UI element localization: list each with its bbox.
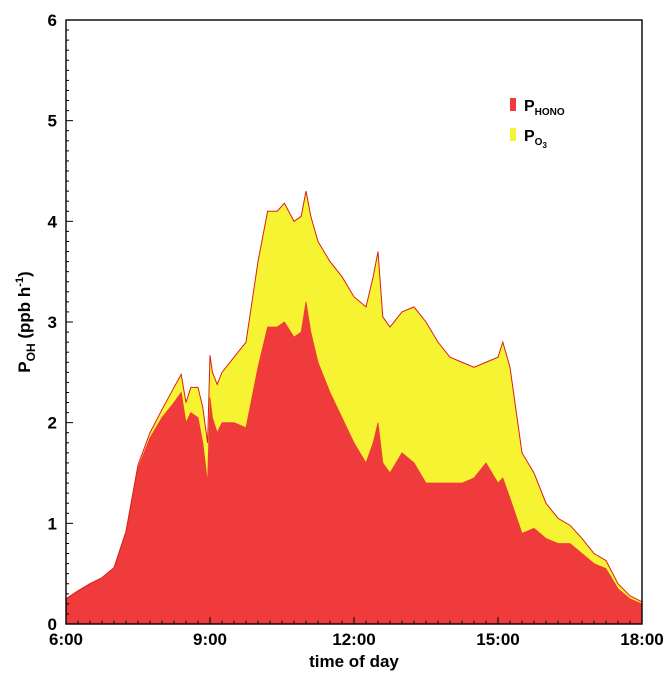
y-tick-label: 5 xyxy=(48,112,57,131)
area-total-outline xyxy=(65,191,643,603)
legend-label-o3: PO3 xyxy=(524,128,547,150)
legend: PHONO PO3 xyxy=(510,98,565,150)
x-axis: 6:00 9:00 12:00 15:00 18:00 xyxy=(49,617,664,649)
y-axis: 0 1 2 3 4 5 6 xyxy=(48,11,73,634)
y-axis-title-sub: OH xyxy=(24,343,38,361)
x-axis-title: time of day xyxy=(309,652,399,671)
y-tick-label: 6 xyxy=(48,11,57,30)
x-tick-label: 9:00 xyxy=(193,630,227,649)
plot-areas xyxy=(65,191,643,625)
legend-swatch-hono xyxy=(510,98,516,111)
y-tick-label: 0 xyxy=(48,615,57,634)
y-tick-label: 3 xyxy=(48,313,57,332)
y-tick-label: 4 xyxy=(48,212,58,231)
y-tick-label: 1 xyxy=(48,514,57,533)
x-tick-label: 18:00 xyxy=(620,630,663,649)
y-axis-title-unit: (ppb h xyxy=(15,287,34,344)
y-axis-title-close: ) xyxy=(15,271,34,277)
x-tick-label: 15:00 xyxy=(476,630,519,649)
y-axis-title: POH (ppb h-1) xyxy=(14,271,38,372)
y-tick-label: 2 xyxy=(48,414,57,433)
y-axis-title-sup: -1 xyxy=(14,277,26,287)
legend-label-hono: PHONO xyxy=(524,98,565,118)
y-axis-title-main: P xyxy=(15,361,34,372)
x-tick-label: 12:00 xyxy=(332,630,375,649)
x-tick-label: 6:00 xyxy=(49,630,83,649)
legend-swatch-o3 xyxy=(510,128,516,141)
